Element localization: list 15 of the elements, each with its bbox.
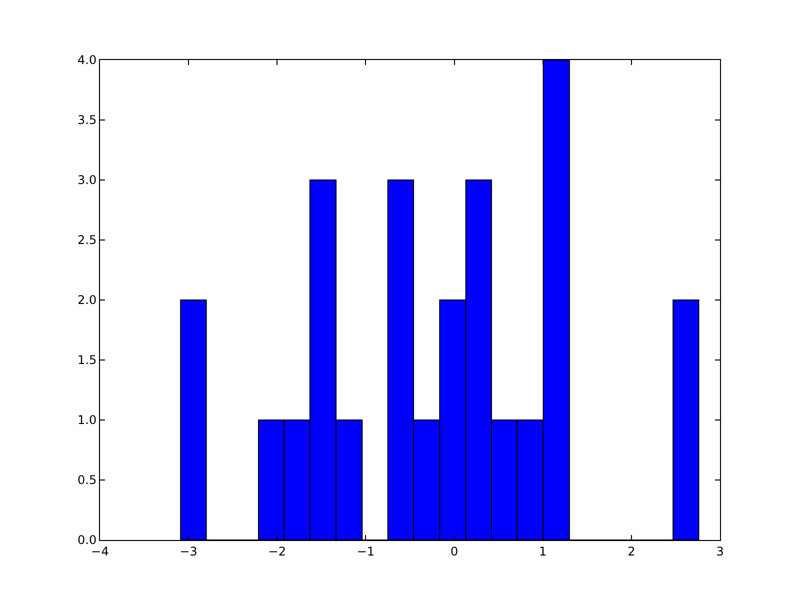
- x-tick-label: 3: [716, 544, 724, 558]
- x-tick-label: −2: [268, 544, 286, 558]
- y-tick-label: 0.5: [78, 473, 97, 488]
- y-tick-label: 1.5: [78, 353, 97, 368]
- y-tick-label: 3.0: [78, 173, 97, 188]
- x-tick-label: −1: [356, 544, 375, 558]
- y-tick-label: 1.0: [78, 413, 97, 428]
- y-tick-label: 4.0: [78, 53, 97, 68]
- y-tick-label: 2.5: [78, 233, 97, 248]
- x-tick-label: 1: [539, 544, 547, 558]
- x-tick-label: −3: [180, 544, 198, 558]
- x-tick-label: 2: [628, 544, 636, 558]
- y-tick-label: 2.0: [78, 293, 97, 308]
- y-tick-label: 3.5: [78, 113, 97, 128]
- x-tick-label: 0: [450, 544, 458, 558]
